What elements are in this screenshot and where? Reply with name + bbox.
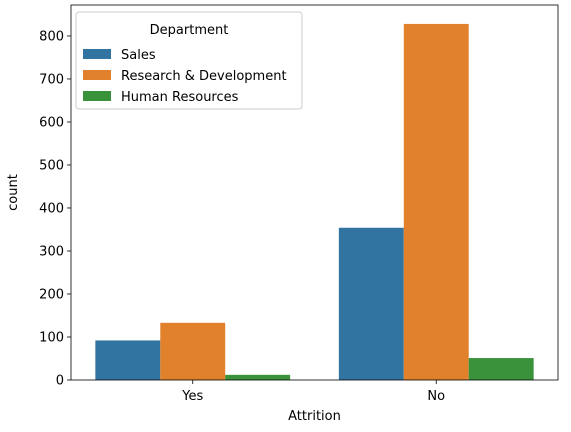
y-tick-label: 800 <box>39 29 64 44</box>
bar-yes-research-development <box>160 322 226 380</box>
legend-box <box>75 11 303 110</box>
legend-title: Department <box>150 23 229 38</box>
legend-items: Sales Research & Development Human Resourc… <box>83 48 287 105</box>
bar-yes-human-resources <box>225 374 291 380</box>
bars-group <box>95 23 534 380</box>
plot-frame <box>70 4 559 381</box>
y-axis-label: count <box>6 174 21 211</box>
y-tick-label: 400 <box>39 201 64 216</box>
bar-yes-sales <box>95 340 161 380</box>
legend-swatch <box>83 49 111 59</box>
x-tick-label: No <box>427 389 445 404</box>
y-tick-label: 200 <box>39 287 64 302</box>
y-tick-label: 500 <box>39 158 64 173</box>
y-axis: 0 100 200 300 400 500 600 700 800 <box>39 29 71 389</box>
y-tick-label: 700 <box>39 72 64 87</box>
legend-label: Research & Development <box>121 69 287 84</box>
x-axis-label: Attrition <box>288 409 341 424</box>
y-tick-label: 300 <box>39 244 64 259</box>
legend-label: Human Resources <box>121 90 239 105</box>
y-tick-label: 100 <box>39 330 64 345</box>
bar-no-sales <box>338 227 404 380</box>
bar-no-research-development <box>403 23 469 380</box>
x-axis: Yes No <box>181 380 445 404</box>
legend: Department Sales Research & Development Hu… <box>75 11 303 110</box>
legend-label: Sales <box>121 48 156 63</box>
legend-swatch <box>83 70 111 80</box>
bar-no-human-resources <box>468 358 534 380</box>
x-tick-label: Yes <box>181 389 203 404</box>
y-tick-label: 600 <box>39 115 64 130</box>
legend-swatch <box>83 91 111 101</box>
y-tick-label: 0 <box>56 374 64 389</box>
